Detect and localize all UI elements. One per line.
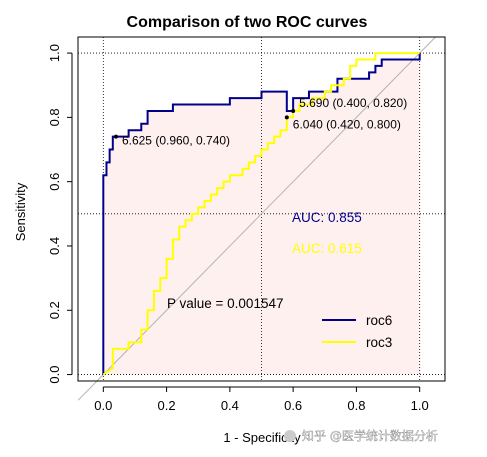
series-layer	[102, 52, 421, 376]
y-tick-label: 0.2	[47, 301, 62, 319]
series-line-roc3	[102, 52, 420, 376]
y-axis: 0.0 0.2 0.4 0.6 0.8 1.0	[47, 44, 73, 384]
x-tick-label: 0.6	[284, 398, 302, 413]
wechat-icon	[284, 430, 296, 442]
x-tick-label: 0.4	[221, 398, 239, 413]
x-tick-label: 0.0	[94, 398, 112, 413]
auc-roc3-label: AUC: 0.615	[292, 241, 362, 256]
legend-label-roc6: roc6	[366, 313, 392, 328]
y-tick-label: 0.8	[47, 108, 62, 126]
y-tick-label: 0.6	[47, 173, 62, 191]
diagonal-reference-line	[77, 36, 436, 401]
y-tick-label: 0.0	[47, 366, 62, 384]
x-axis-title: 1 - Specificity	[223, 430, 301, 445]
watermark-text: 知乎 @医学统计数据分析	[302, 428, 438, 443]
auc-roc6-label: AUC: 0.855	[292, 210, 362, 225]
x-tick-label: 0.2	[158, 398, 176, 413]
x-tick-label: 0.8	[347, 398, 365, 413]
threshold-label: 6.040 (0.420, 0.800)	[293, 117, 401, 131]
chart-title: Comparison of two ROC curves	[127, 14, 368, 31]
watermark: 知乎 @医学统计数据分析	[284, 428, 438, 443]
legend-label-roc3: roc3	[366, 335, 392, 350]
threshold-point	[113, 134, 118, 139]
plot-frame	[77, 36, 446, 382]
y-axis-title: Sensitivity	[13, 182, 28, 241]
threshold-point	[284, 115, 289, 120]
x-axis: 0.0 0.2 0.4 0.6 0.8 1.0	[94, 386, 429, 413]
legend: roc6 roc3	[322, 313, 392, 350]
threshold-label: 5.690 (0.400, 0.820)	[299, 96, 407, 110]
p-value-label: P value = 0.001547	[167, 296, 283, 311]
threshold-layer: 6.625 (0.960, 0.740) 5.690 (0.400, 0.820)…	[113, 96, 407, 148]
series-line-roc6	[102, 53, 421, 375]
y-tick-label: 0.4	[47, 237, 62, 255]
threshold-label: 6.625 (0.960, 0.740)	[122, 134, 230, 148]
y-tick-label: 1.0	[47, 44, 62, 62]
threshold-point	[291, 108, 296, 113]
x-tick-label: 1.0	[411, 398, 429, 413]
